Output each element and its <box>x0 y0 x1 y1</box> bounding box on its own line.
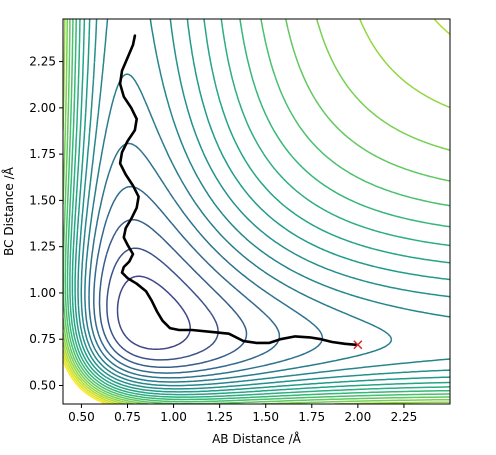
y-tick-label: 0.75 <box>29 332 56 346</box>
x-tick-label: 1.25 <box>206 410 233 424</box>
contour-level-24 <box>63 359 107 404</box>
x-tick-label: 1.00 <box>160 410 187 424</box>
x-tick-label: 1.75 <box>298 410 325 424</box>
x-tick-label: 0.75 <box>114 410 141 424</box>
contour-lines <box>63 19 450 404</box>
contour-level-20 <box>63 19 450 404</box>
y-tick-label: 1.00 <box>29 286 56 300</box>
contour-level-21 <box>63 19 450 404</box>
contour-level-6 <box>106 247 219 361</box>
contour-level-22 <box>63 348 118 404</box>
plot-area <box>63 19 450 404</box>
end-marker <box>353 340 363 350</box>
contour-level-10 <box>84 73 393 383</box>
x-tick-label: 0.50 <box>68 410 95 424</box>
contour-level-17 <box>64 19 450 403</box>
x-tick-label: 2.25 <box>391 410 418 424</box>
y-axis-ticks: 0.50 0.75 1.00 1.25 1.50 1.75 2.00 2.25 <box>29 55 63 392</box>
contour-level-8 <box>93 185 281 374</box>
x-axis-label: AB Distance /Å <box>212 431 302 446</box>
x-tick-label: 1.50 <box>252 410 279 424</box>
y-tick-label: 2.25 <box>29 55 56 69</box>
contour-level-13 <box>74 19 450 393</box>
plot-frame <box>62 18 451 405</box>
contour-level-18 <box>63 19 450 404</box>
trajectory <box>118 34 358 347</box>
y-tick-label: 2.00 <box>29 101 56 115</box>
y-axis-label: BC Distance /Å <box>1 166 16 256</box>
contour-level-14 <box>71 19 450 396</box>
x-axis-ticks: 0.50 0.75 1.00 1.25 1.50 1.75 2.00 2.25 <box>68 404 417 424</box>
contour-level-12 <box>77 19 450 390</box>
contour-level-15 <box>69 19 450 398</box>
y-tick-label: 1.50 <box>29 193 56 207</box>
y-tick-label: 1.75 <box>29 147 56 161</box>
trajectory-line <box>118 34 358 347</box>
contour-level-11 <box>80 19 450 387</box>
x-tick-label: 2.00 <box>344 410 371 424</box>
contour-level-9 <box>88 142 324 379</box>
y-tick-label: 1.25 <box>29 240 56 254</box>
contour-level-23 <box>63 354 112 404</box>
end-marker-stroke-2 <box>353 340 363 350</box>
contour-level-16 <box>66 19 450 401</box>
contour-level-7 <box>98 218 248 369</box>
y-tick-label: 0.50 <box>29 378 56 392</box>
contour-level-5 <box>116 275 191 350</box>
